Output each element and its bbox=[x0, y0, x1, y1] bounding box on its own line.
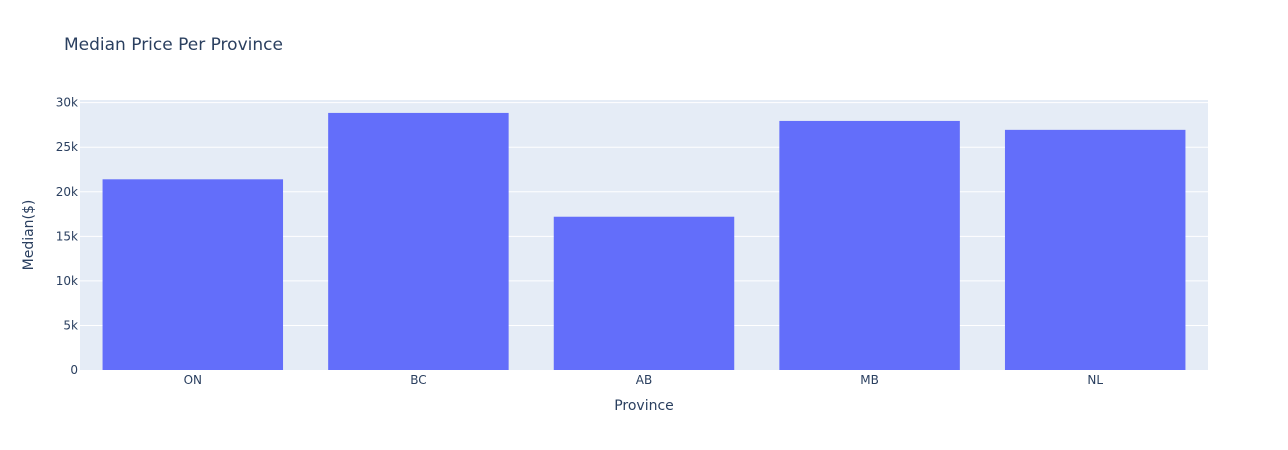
bar-on[interactable] bbox=[102, 179, 284, 370]
y-axis-tick-labels: 0 5k 10k 15k 20k 25k 30k bbox=[56, 96, 78, 377]
x-tick-label: AB bbox=[636, 373, 652, 387]
y-tick-label: 10k bbox=[56, 274, 78, 288]
bar-mb[interactable] bbox=[779, 120, 960, 370]
y-tick-label: 5k bbox=[63, 318, 78, 332]
y-tick-label: 0 bbox=[70, 363, 78, 377]
y-tick-label: 30k bbox=[56, 96, 78, 110]
y-tick-label: 15k bbox=[56, 229, 78, 243]
bar-bc[interactable] bbox=[328, 112, 509, 371]
x-tick-label: ON bbox=[184, 373, 202, 387]
x-tick-label: BC bbox=[410, 373, 426, 387]
x-axis-title: Province bbox=[614, 398, 674, 414]
y-axis-title: Median($) bbox=[21, 200, 37, 271]
x-tick-label: MB bbox=[860, 373, 879, 387]
x-axis-tick-labels: ON BC AB MB NL bbox=[184, 373, 1104, 387]
bars bbox=[102, 112, 1186, 371]
y-tick-label: 25k bbox=[56, 140, 78, 154]
bar-ab[interactable] bbox=[553, 216, 735, 370]
y-tick-label: 20k bbox=[56, 185, 78, 199]
chart-title: Median Price Per Province bbox=[64, 35, 283, 55]
bar-nl[interactable] bbox=[1004, 129, 1186, 370]
x-tick-label: NL bbox=[1087, 373, 1103, 387]
